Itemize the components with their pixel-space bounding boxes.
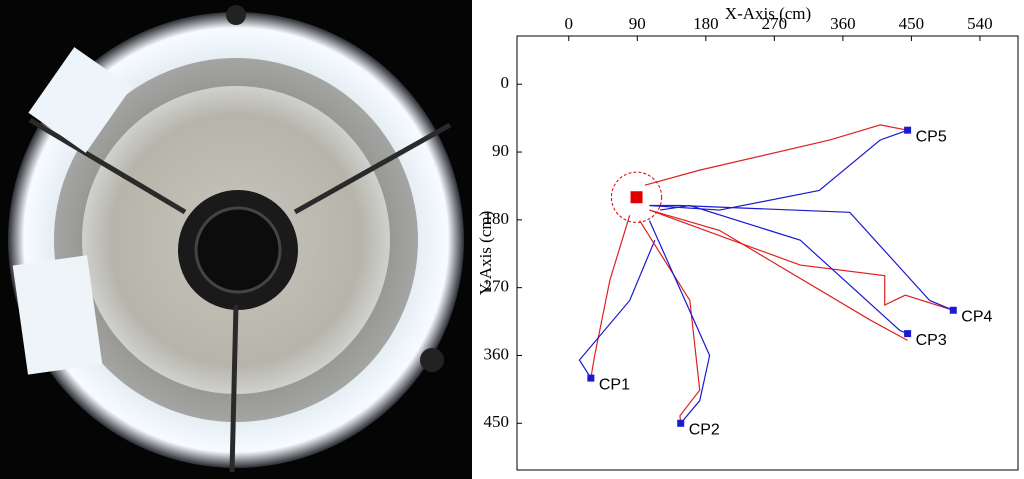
plot-frame bbox=[516, 35, 1019, 471]
trajectory bbox=[649, 209, 954, 311]
checkpoint bbox=[904, 330, 912, 338]
trajectory bbox=[649, 129, 908, 211]
y-tick-label: 90 bbox=[492, 141, 509, 160]
start-zone bbox=[610, 171, 663, 223]
y-tick-label: 360 bbox=[484, 344, 510, 363]
trajectory bbox=[660, 204, 908, 335]
checkpoint-label: CP2 bbox=[689, 422, 720, 439]
checkpoint-label: CP5 bbox=[916, 128, 947, 145]
trajectory bbox=[649, 209, 908, 341]
x-axis-title: X-Axis (cm) bbox=[725, 4, 811, 23]
trajectory bbox=[639, 220, 701, 424]
checkpoint bbox=[949, 306, 957, 314]
trajectory bbox=[649, 204, 954, 311]
checkpoint bbox=[904, 126, 912, 134]
x-tick-label: 450 bbox=[899, 14, 925, 33]
checkpoint-label: CP4 bbox=[961, 308, 992, 325]
checkpoint bbox=[587, 374, 595, 382]
x-tick-label: 360 bbox=[830, 14, 856, 33]
trajectory bbox=[648, 220, 711, 424]
trajectory bbox=[644, 124, 908, 186]
y-axis-title: Y-Axis (cm) bbox=[476, 211, 495, 296]
checkpoint-label: CP1 bbox=[599, 376, 630, 393]
start-marker bbox=[630, 191, 643, 204]
x-tick-label: 540 bbox=[967, 14, 993, 33]
checkpoint bbox=[677, 419, 685, 427]
checkpoint-label: CP3 bbox=[916, 332, 947, 349]
trajectory bbox=[590, 215, 631, 379]
x-tick-label: 90 bbox=[629, 14, 646, 33]
y-tick-label: 180 bbox=[484, 209, 510, 228]
y-tick-label: 450 bbox=[484, 412, 510, 431]
y-tick-label: 0 bbox=[501, 73, 510, 92]
x-tick-label: 270 bbox=[762, 14, 788, 33]
x-tick-label: 180 bbox=[693, 14, 719, 33]
fisheye-photo bbox=[0, 0, 472, 479]
x-tick-label: 0 bbox=[565, 14, 574, 33]
y-tick-label: 270 bbox=[484, 277, 510, 296]
trajectory bbox=[578, 239, 656, 379]
